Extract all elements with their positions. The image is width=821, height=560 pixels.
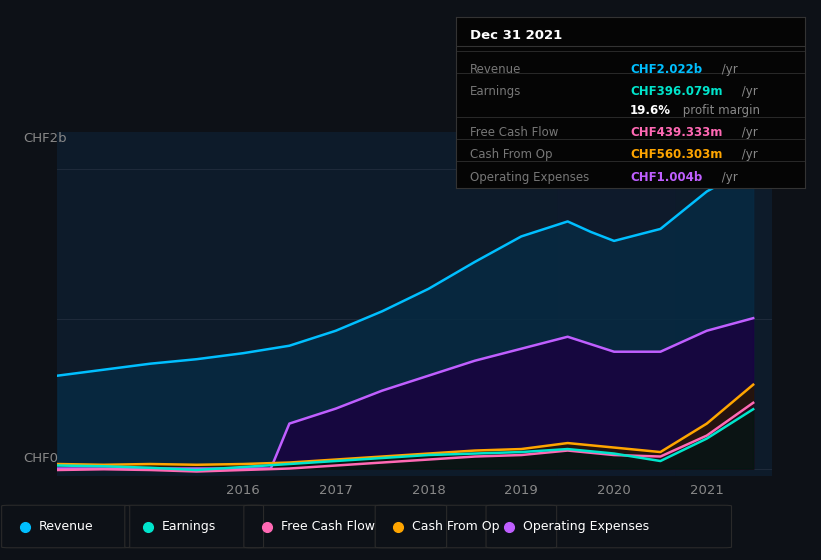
Text: CHF2.022b: CHF2.022b: [631, 63, 702, 76]
Text: profit margin: profit margin: [679, 104, 760, 117]
Text: Free Cash Flow: Free Cash Flow: [470, 126, 558, 139]
Text: 19.6%: 19.6%: [631, 104, 671, 117]
Text: Operating Expenses: Operating Expenses: [523, 520, 649, 533]
Text: Cash From Op: Cash From Op: [412, 520, 500, 533]
Text: Revenue: Revenue: [470, 63, 521, 76]
Text: Earnings: Earnings: [470, 85, 521, 98]
Text: CHF0: CHF0: [23, 452, 58, 465]
Text: /yr: /yr: [718, 170, 738, 184]
Text: CHF396.079m: CHF396.079m: [631, 85, 722, 98]
Text: CHF560.303m: CHF560.303m: [631, 148, 722, 161]
Text: CHF1.004b: CHF1.004b: [631, 170, 703, 184]
Text: /yr: /yr: [737, 148, 757, 161]
Text: Cash From Op: Cash From Op: [470, 148, 552, 161]
Text: CHF2b: CHF2b: [23, 132, 67, 144]
Text: Earnings: Earnings: [162, 520, 216, 533]
Text: Dec 31 2021: Dec 31 2021: [470, 29, 562, 42]
Text: CHF439.333m: CHF439.333m: [631, 126, 722, 139]
Text: Operating Expenses: Operating Expenses: [470, 170, 589, 184]
Text: Free Cash Flow: Free Cash Flow: [281, 520, 374, 533]
Bar: [558, 132, 674, 476]
Text: /yr: /yr: [737, 85, 757, 98]
Text: /yr: /yr: [737, 126, 757, 139]
Text: /yr: /yr: [718, 63, 738, 76]
Text: Revenue: Revenue: [39, 520, 94, 533]
